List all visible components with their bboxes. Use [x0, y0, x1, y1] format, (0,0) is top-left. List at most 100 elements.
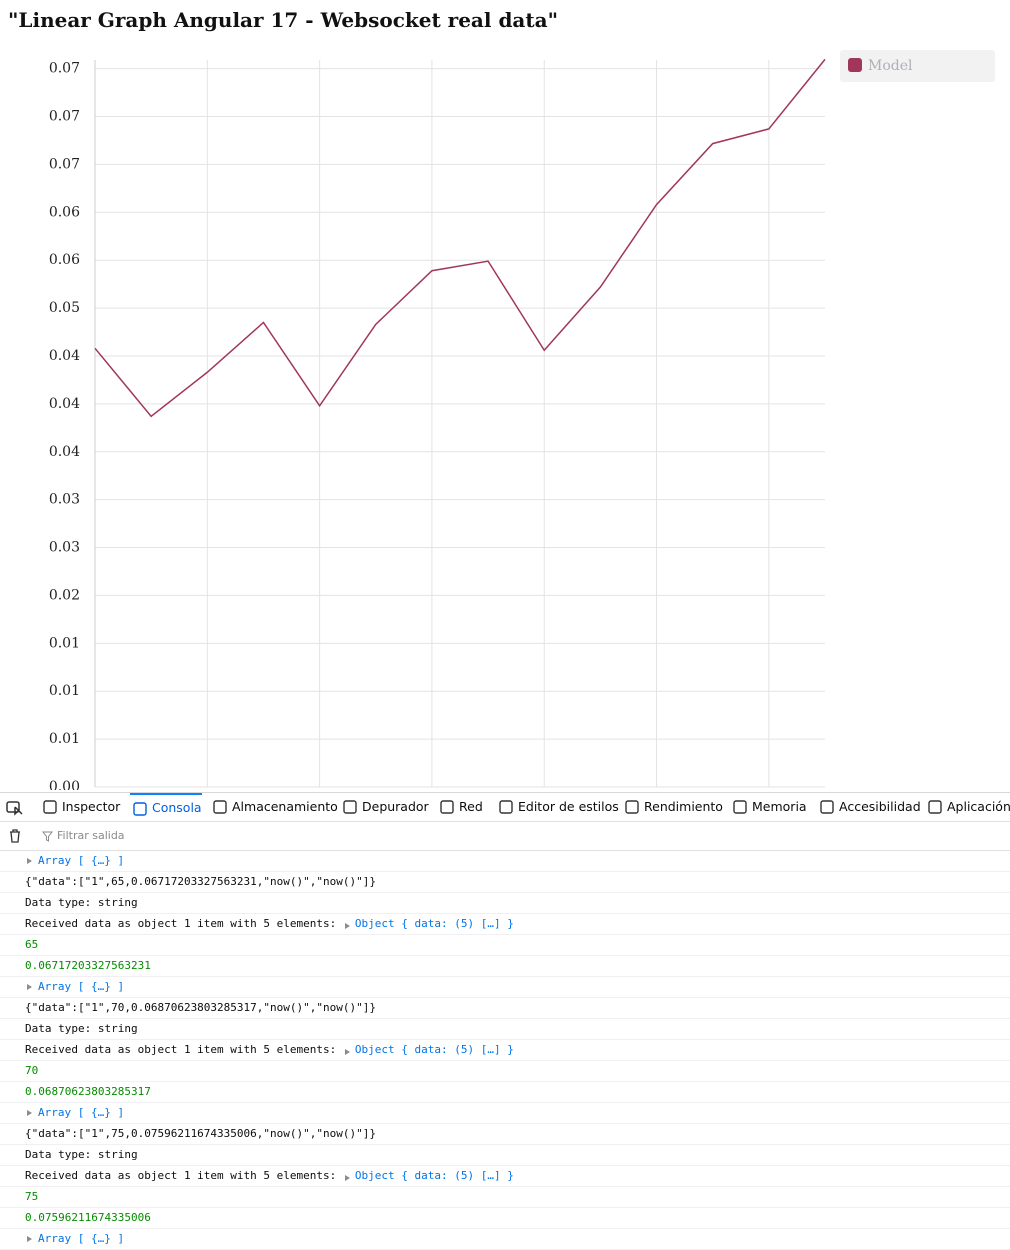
devtools-tab[interactable]: Memoria [730, 793, 807, 821]
filter-bar: Filtrar salida [0, 822, 1010, 851]
expand-arrow [27, 1236, 32, 1242]
console-row: Data type: string [0, 893, 1010, 914]
y-tick-label: 0.03 [49, 492, 80, 508]
chart: 0.00 0.01 0.01 0.01 0.02 0.03 0.03 0.04 0.04 0.04… [49, 50, 995, 790]
tab-label: Rendimiento [644, 799, 723, 814]
console-text: {"data":["1",75,0.07596211674335006,"now… [25, 1127, 376, 1140]
tab-label: Consola [152, 800, 202, 815]
console-text: 0.07596211674335006 [25, 1211, 151, 1224]
legend: Model [840, 50, 995, 82]
y-tick-label: 0.04 [49, 396, 80, 412]
y-tick-label: 0.07 [49, 61, 80, 77]
devtools-tab[interactable]: Aplicación [925, 793, 1010, 821]
filter-icon [42, 831, 54, 842]
console-row: 0.06717203327563231 [0, 956, 1010, 977]
console-text: Array [ {…} ] [38, 980, 125, 993]
picker-icon[interactable] [6, 800, 24, 816]
console-row: 70 [0, 1061, 1010, 1082]
legend-box [840, 50, 995, 82]
console-text: Data type: string [25, 896, 138, 909]
object-preview: Object { data: (5) […] } [354, 1169, 514, 1182]
tab-icon [43, 800, 57, 814]
console-row: {"data":["1",70,0.06870623803285317,"now… [0, 998, 1010, 1019]
tab-label: Aplicación [947, 799, 1010, 814]
console-text: 0.06717203327563231 [25, 959, 151, 972]
object-preview: Object { data: (5) […] } [354, 1043, 514, 1056]
console-row: 0.07596211674335006 [0, 1208, 1010, 1229]
object-link[interactable]: Object { data: (5) […] } [343, 1043, 514, 1056]
console-text: {"data":["1",70,0.06870623803285317,"now… [25, 1001, 376, 1014]
console-row: 65 [0, 935, 1010, 956]
trash-icon[interactable] [8, 828, 22, 844]
console-text: Received data as object 1 item with 5 el… [25, 1043, 343, 1056]
console-output: Array [ {…} ] {"data":["1",65,0.067172033… [0, 851, 1010, 1250]
devtools-tab[interactable]: Accesibilidad [817, 793, 921, 821]
series-line [94, 58, 826, 418]
devtools-tab[interactable]: Consola [130, 793, 202, 821]
expand-arrow [27, 984, 32, 990]
y-tick-label: 0.05 [49, 300, 80, 316]
expand-arrow [27, 1110, 32, 1116]
devtools-tab[interactable]: Rendimiento [622, 793, 723, 821]
devtools-tab[interactable]: Red [437, 793, 483, 821]
y-tick-label: 0.01 [49, 635, 80, 651]
tab-icon [928, 800, 942, 814]
devtools: Inspector Consola Almacenamiento Depurador R… [0, 792, 1010, 1250]
devtools-tab[interactable]: Inspector [40, 793, 120, 821]
devtools-tab[interactable]: Almacenamiento [210, 793, 338, 821]
console-text: Array [ {…} ] [38, 854, 125, 867]
console-row: Data type: string [0, 1019, 1010, 1040]
tab-label: Inspector [62, 799, 121, 814]
tab-icon [213, 800, 227, 814]
console-text: Data type: string [25, 1148, 138, 1161]
object-preview: Object { data: (5) […] } [354, 917, 514, 930]
console-text: Array [ {…} ] [38, 1106, 125, 1119]
console-text: Data type: string [25, 1022, 138, 1035]
tab-icon [499, 800, 513, 814]
y-tick-label: 0.01 [49, 683, 80, 699]
filter-input[interactable]: Filtrar salida [57, 829, 125, 842]
tab-label: Red [459, 799, 483, 814]
tab-label: Memoria [752, 799, 807, 814]
devtools-tab[interactable]: Editor de estilos [496, 793, 619, 821]
y-tick-label: 0.04 [49, 348, 80, 364]
y-tick-label: 0.00 [49, 779, 80, 790]
console-row: Array [ {…} ] [0, 1229, 1010, 1250]
console-row: Received data as object 1 item with 5 el… [0, 1040, 1010, 1061]
y-tick-label: 0.02 [49, 587, 80, 603]
devtools-tab[interactable]: Depurador [340, 793, 429, 821]
console-row: 75 [0, 1187, 1010, 1208]
console-text: Received data as object 1 item with 5 el… [25, 917, 343, 930]
tab-label: Almacenamiento [232, 799, 338, 814]
console-row: {"data":["1",75,0.07596211674335006,"now… [0, 1124, 1010, 1145]
tab-icon [733, 800, 747, 814]
page-title: "Linear Graph Angular 17 - Websocket rea… [8, 8, 559, 32]
console-text: 75 [25, 1190, 39, 1203]
expand-arrow [27, 858, 32, 864]
expand-arrow [344, 1049, 350, 1055]
expand-arrow [344, 1175, 350, 1181]
legend-label: Model [868, 58, 913, 74]
tab-label: Depurador [362, 799, 429, 814]
console-text: 70 [25, 1064, 39, 1077]
y-tick-label: 0.07 [49, 156, 80, 172]
console-text: 0.06870623803285317 [25, 1085, 151, 1098]
console-text: {"data":["1",65,0.06717203327563231,"now… [25, 875, 376, 888]
console-row: 0.06870623803285317 [0, 1082, 1010, 1103]
tab-icon [440, 800, 454, 814]
y-tick-label: 0.03 [49, 540, 80, 556]
tab-label: Accesibilidad [839, 799, 921, 814]
devtools-tabs: Inspector Consola Almacenamiento Depurador R… [0, 793, 1010, 822]
console-row: Array [ {…} ] [0, 977, 1010, 998]
y-tick-label: 0.04 [49, 444, 80, 460]
object-link[interactable]: Object { data: (5) […] } [343, 1169, 514, 1182]
legend-swatch [848, 58, 862, 72]
object-link[interactable]: Object { data: (5) […] } [343, 917, 514, 930]
console-row: Array [ {…} ] [0, 1103, 1010, 1124]
tab-icon [625, 800, 639, 814]
console-text: 65 [25, 938, 39, 951]
console-row: {"data":["1",65,0.06717203327563231,"now… [0, 872, 1010, 893]
console-row: Received data as object 1 item with 5 el… [0, 914, 1010, 935]
console-row: Array [ {…} ] [0, 851, 1010, 872]
